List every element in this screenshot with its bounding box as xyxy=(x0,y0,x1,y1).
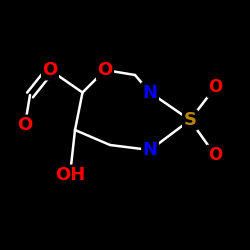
Text: OH: OH xyxy=(55,166,85,184)
Text: O: O xyxy=(98,61,112,79)
Text: O: O xyxy=(42,61,58,79)
Text: N: N xyxy=(142,141,158,159)
Text: N: N xyxy=(142,84,158,102)
Text: O: O xyxy=(208,146,222,164)
Text: S: S xyxy=(184,111,196,129)
Text: O: O xyxy=(18,116,32,134)
Text: O: O xyxy=(208,78,222,96)
